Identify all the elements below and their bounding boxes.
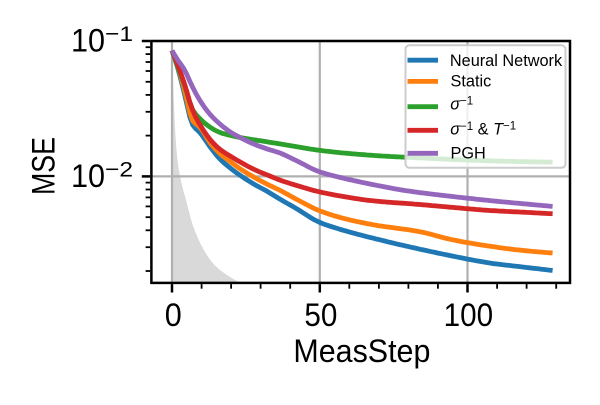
svg-text:0: 0 (165, 297, 182, 333)
svg-text:Neural Network: Neural Network (450, 52, 563, 70)
svg-text:100: 100 (444, 297, 494, 333)
svg-text:Static: Static (451, 72, 492, 90)
svg-text:σ−1 & T−1: σ−1 & T−1 (450, 120, 516, 138)
svg-text:10−2: 10−2 (71, 157, 133, 194)
svg-text:PGH: PGH (451, 145, 486, 163)
svg-text:10−1: 10−1 (71, 22, 133, 59)
svg-text:σ−1: σ−1 (450, 95, 473, 113)
svg-text:50: 50 (304, 297, 337, 333)
svg-text:MSE: MSE (26, 137, 62, 195)
svg-text:MeasStep: MeasStep (293, 333, 430, 369)
